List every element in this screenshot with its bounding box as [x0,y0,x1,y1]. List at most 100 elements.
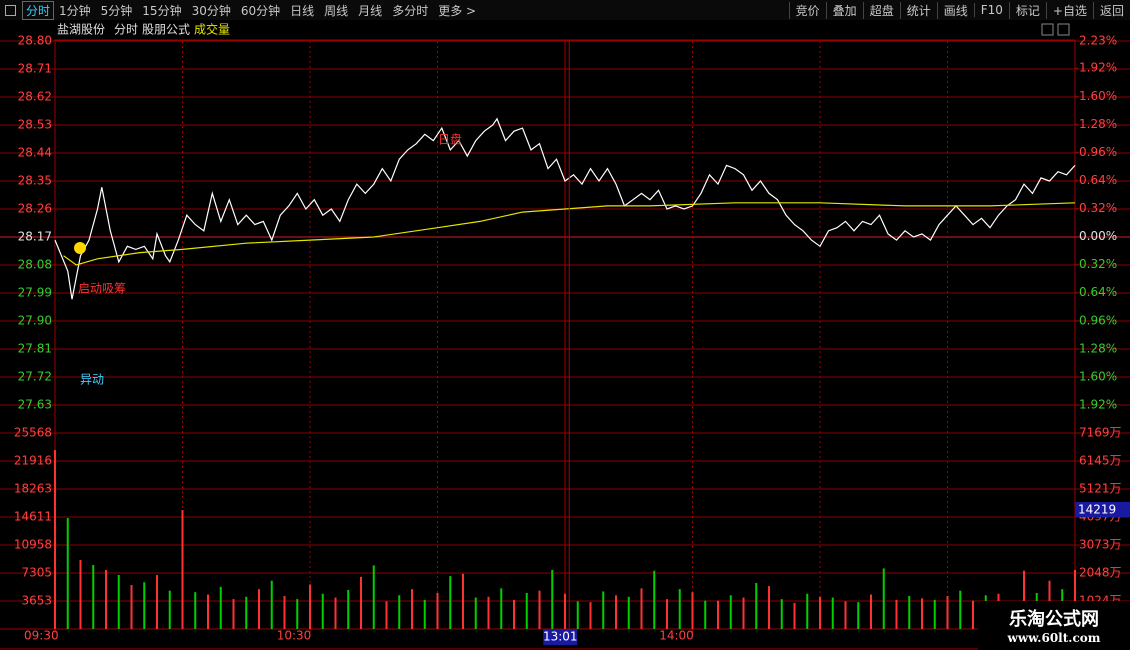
watermark-title: 乐淘公式网 [1009,609,1099,630]
toolbar-right: 竞价 叠加 超盘 统计 画线 F10 标记 +自选 返回 [788,0,1130,20]
toolbar-item[interactable]: 画线 [936,1,974,19]
menu-icon[interactable] [5,4,16,16]
volume-bar [334,597,337,629]
volume-bar [194,592,197,629]
annotation: 日盘 [438,132,462,147]
toolbar-item[interactable]: 1分钟 [59,3,91,18]
toolbar-item[interactable]: 竞价 [788,1,826,19]
toolbar-item[interactable]: 5分钟 [100,3,133,18]
y2-tick-label: 3073万 [1079,537,1122,551]
volume-bar [207,594,209,629]
toolbar-item[interactable]: 更多 > [438,3,477,18]
volume-bar [66,518,69,629]
volume-bar [691,592,694,629]
y-tick-label: 28.35 [18,174,52,188]
formula-name: 股朋公式 [142,23,190,37]
volume-bar [589,602,592,629]
volume-bar [232,599,235,629]
y-tick-label: 28.62 [18,90,52,104]
toolbar-item[interactable]: 30分钟 [191,3,231,18]
y-tick-label: 28.26 [18,202,52,216]
y-tick-label: 27.90 [18,314,52,328]
volume-bar [513,599,515,629]
y-tick-label: 10958 [14,537,52,551]
toolbar-item[interactable]: 统计 [899,1,937,19]
volume-bar [678,589,681,629]
toolbar-left: 分时 1分钟 5分钟 15分钟 30分钟 60分钟 日线 周线 月线 多分时 更多 > [0,0,481,20]
volume-bar [615,595,617,629]
volume-bar [717,600,719,629]
toolbar-item[interactable]: 分时 [22,0,55,20]
volume-bar [564,593,566,629]
toolbar-item[interactable]: 多分时 [392,3,429,18]
volume-bar [793,602,796,629]
volume-bar [1074,569,1076,629]
volume-bar [258,589,260,629]
y2-tick-label: 5121万 [1079,481,1122,495]
y2-tick-label: 0.96% [1079,145,1117,159]
volume-bar [602,591,605,629]
zoom-in-button[interactable] [1041,23,1054,36]
volume-bar [347,589,350,629]
y2-tick-label: 2048万 [1079,566,1122,580]
toolbar-item[interactable]: +自选 [1045,1,1093,19]
volume-bar [729,595,732,629]
y2-tick-label: 6145万 [1079,453,1122,467]
volume-bar [908,596,911,629]
period: 分时 [114,23,138,37]
cursor-value: 14219 [1078,502,1116,516]
toolbar-item[interactable]: 15分钟 [142,3,182,18]
volume-bar [1023,570,1025,629]
volume-bar [449,576,452,629]
y2-tick-label: 0.00% [1079,229,1117,243]
y-tick-label: 28.44 [18,146,52,160]
y2-tick-label: 2.23% [1079,34,1117,48]
volume-bar [742,597,745,629]
volume-bar [436,592,439,629]
volume-bar [462,573,464,629]
volume-bar [283,596,286,629]
toolbar-item[interactable]: 超盘 [862,1,900,19]
toolbar-item[interactable]: 周线 [324,3,349,18]
price-line [63,202,1076,266]
zoom-out-button[interactable] [1057,23,1070,36]
volume-bar [245,596,248,629]
y2-tick-label: 0.32% [1079,201,1117,215]
y2-tick-label: 1.28% [1079,341,1117,355]
x-tick-label: 09:30 [24,629,59,643]
watermark: 乐淘公式网 www.60lt.com [978,601,1130,650]
toolbar-item[interactable]: 月线 [358,3,383,18]
y-tick-label: 18263 [14,481,52,495]
y-tick-label: 28.71 [18,62,52,76]
toolbar-item[interactable]: 标记 [1008,1,1046,19]
annotation: 异动 [80,373,104,387]
x-tick-label: 14:00 [659,629,694,643]
volume-bar [309,584,311,629]
toolbar-item[interactable]: 叠加 [825,1,863,19]
toolbar-item[interactable]: F10 [973,3,1009,17]
y2-tick-label: 1.92% [1079,398,1117,412]
volume-bar [806,593,809,629]
y-tick-label: 27.81 [18,342,52,356]
y2-tick-label: 1.28% [1079,117,1117,131]
volume-bar [79,560,82,629]
y-tick-label: 28.08 [18,258,52,272]
indicator-name: 成交量 [194,22,230,37]
volume-bar [487,596,490,629]
stock-name: 盐湖股份 [57,22,105,37]
volume-bar [755,583,758,629]
volume-bar [882,568,885,629]
toolbar-item[interactable]: 返回 [1092,1,1130,19]
volume-bar [780,599,783,629]
volume-bar [117,575,120,629]
y2-tick-label: 0.64% [1079,285,1117,299]
toolbar-item[interactable]: 日线 [290,3,315,18]
toolbar-item[interactable]: 60分钟 [240,3,281,18]
watermark-url: www.60lt.com [1007,631,1101,645]
volume-bar [857,602,860,629]
volume-bar [538,590,541,629]
y-tick-label: 27.72 [18,370,52,384]
volume-bar [372,565,375,629]
volume-bar [156,575,158,629]
